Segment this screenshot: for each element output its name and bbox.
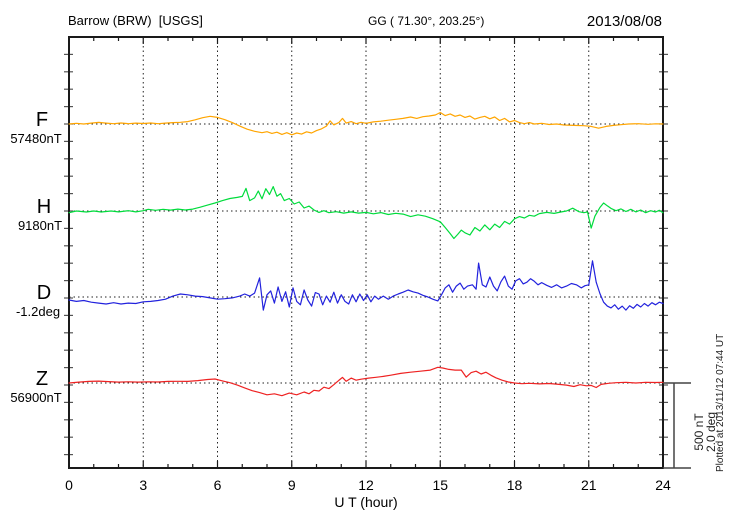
x-tick-label-24: 24 [655,477,671,493]
channel-letter-Z: Z [36,368,48,390]
channel-letter-F: F [36,109,48,131]
scale-bar-label-deg: 2.0 deg [704,412,718,452]
x-tick-label-21: 21 [581,477,597,493]
plot-frame [68,36,664,469]
trace-D [68,260,664,311]
trace-F [68,111,664,136]
plotted-at-label: Plotted at 2013/11/12 07:44 UT [715,334,726,472]
geographic-coordinates: GG ( 71.30°, 203.25°) [368,14,484,28]
channel-baseline-Z: 56900nT [10,390,61,405]
x-tick-label-6: 6 [214,477,222,493]
x-tick-label-15: 15 [432,477,448,493]
x-tick-label-3: 3 [139,477,147,493]
channel-baseline-H: 9180nT [18,218,62,233]
trace-H [68,186,664,240]
plot-geometry [64,36,691,469]
channel-letter-H: H [37,196,51,218]
date-label: 2013/08/08 [587,13,662,30]
x-tick-label-0: 0 [65,477,73,493]
trace-Z [68,366,664,397]
x-tick-label-18: 18 [507,477,523,493]
channel-letter-D: D [37,282,51,304]
x-tick-label-12: 12 [358,477,374,493]
x-axis-title: U T (hour) [334,494,397,510]
channel-baseline-F: 57480nT [10,131,61,146]
scale-bar-label-nt: 500 nT [692,413,706,451]
station-title: Barrow (BRW) [USGS] [68,13,203,28]
x-tick-label-9: 9 [288,477,296,493]
channel-baseline-D: -1.2deg [16,304,60,319]
